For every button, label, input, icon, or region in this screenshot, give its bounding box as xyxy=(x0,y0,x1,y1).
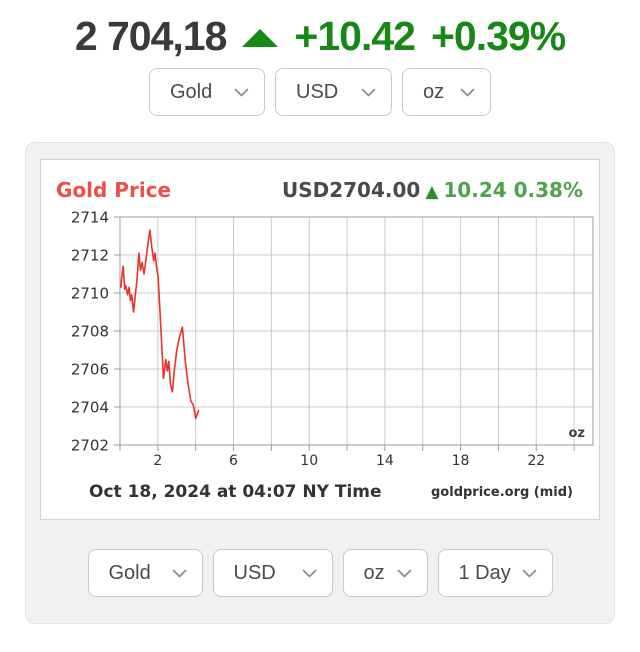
metal-select-value: Gold xyxy=(170,80,213,103)
widget-card: Gold Price USD2704.00 ▲ 10.24 0.38% 2702… xyxy=(25,142,615,624)
chart-quote-change: 10.24 0.38% xyxy=(443,178,583,202)
chevron-down-icon xyxy=(361,88,376,97)
metal-select[interactable]: Gold xyxy=(149,68,265,116)
y-tick-label: 2710 xyxy=(71,284,109,302)
x-tick-label: 10 xyxy=(300,453,318,469)
x-tick-label: 14 xyxy=(376,453,394,469)
bottom-select-row: Gold USD oz 1 Day xyxy=(40,549,600,597)
timeframe-select[interactable]: 1 Day xyxy=(437,549,553,597)
chevron-down-icon xyxy=(522,569,536,578)
chart-timestamp: Oct 18, 2024 at 04:07 NY Time xyxy=(89,482,382,502)
x-tick-label: 18 xyxy=(452,453,470,469)
y-tick-label: 2708 xyxy=(71,322,109,340)
currency-select-bottom[interactable]: USD xyxy=(212,549,333,597)
chevron-down-icon xyxy=(460,88,475,97)
y-tick-label: 2712 xyxy=(71,246,109,264)
current-price: 2 704,18 xyxy=(74,12,228,59)
unit-select-bottom[interactable]: oz xyxy=(342,549,428,597)
unit-select-value: oz xyxy=(423,80,445,103)
chevron-down-icon xyxy=(234,88,249,97)
plot-unit-label: oz xyxy=(569,426,586,441)
metal-select-bottom[interactable]: Gold xyxy=(87,549,203,597)
currency-select-value: USD xyxy=(296,80,339,103)
plot-border xyxy=(119,216,594,446)
y-tick-label: 2704 xyxy=(71,398,109,416)
chart-quote: USD2704.00 ▲ 10.24 0.38% xyxy=(282,178,583,202)
top-select-row: Gold USD oz xyxy=(0,68,640,116)
price-line-chart: 2702 2704 2706 2708 2710 2712 2714 2 6 10 14 18 22 oz xyxy=(71,208,594,469)
chevron-down-icon xyxy=(302,569,316,578)
price-change: +10.42 xyxy=(294,12,416,59)
y-tick-label: 2706 xyxy=(71,360,109,378)
x-tick-label: 6 xyxy=(229,453,238,469)
currency-select[interactable]: USD xyxy=(275,68,392,116)
price-change-percent: +0.39% xyxy=(430,12,566,59)
price-line xyxy=(120,229,200,420)
metal-select-bottom-value: Gold xyxy=(108,561,151,584)
chart-card: Gold Price USD2704.00 ▲ 10.24 0.38% 2702… xyxy=(40,159,600,520)
price-header: 2 704,18 +10.42 +0.39% xyxy=(0,12,640,60)
chevron-down-icon xyxy=(397,569,411,578)
quote-up-triangle-icon: ▲ xyxy=(425,182,439,202)
y-tick-label: 2702 xyxy=(71,436,109,454)
unit-select[interactable]: oz xyxy=(402,68,491,116)
chart-footer: Oct 18, 2024 at 04:07 NY Time goldprice.… xyxy=(41,471,599,519)
chart-title: Gold Price xyxy=(56,178,172,202)
chart-source: goldprice.org (mid) xyxy=(431,484,573,500)
chart-quote-value: USD2704.00 xyxy=(281,178,421,202)
y-tick-label: 2714 xyxy=(71,208,109,226)
currency-select-bottom-value: USD xyxy=(233,561,276,584)
x-tick-label: 2 xyxy=(153,453,162,469)
up-triangle-icon xyxy=(242,29,279,47)
timeframe-select-value: 1 Day xyxy=(458,561,511,584)
chevron-down-icon xyxy=(172,569,186,578)
unit-select-bottom-value: oz xyxy=(363,561,385,584)
x-tick-label: 22 xyxy=(527,453,545,469)
chart-header: Gold Price USD2704.00 ▲ 10.24 0.38% xyxy=(41,160,599,202)
